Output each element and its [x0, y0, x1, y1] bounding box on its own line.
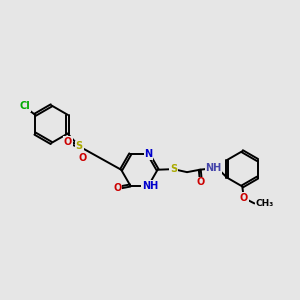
- Text: O: O: [64, 137, 72, 147]
- Text: N: N: [144, 149, 152, 159]
- Text: S: S: [76, 141, 83, 152]
- Text: O: O: [78, 153, 86, 163]
- Text: O: O: [197, 178, 205, 188]
- Text: Cl: Cl: [20, 101, 31, 111]
- Text: S: S: [170, 164, 177, 174]
- Text: NH: NH: [205, 163, 222, 173]
- Text: CH₃: CH₃: [256, 199, 274, 208]
- Text: NH: NH: [142, 181, 158, 190]
- Text: O: O: [113, 183, 122, 193]
- Text: O: O: [240, 193, 248, 203]
